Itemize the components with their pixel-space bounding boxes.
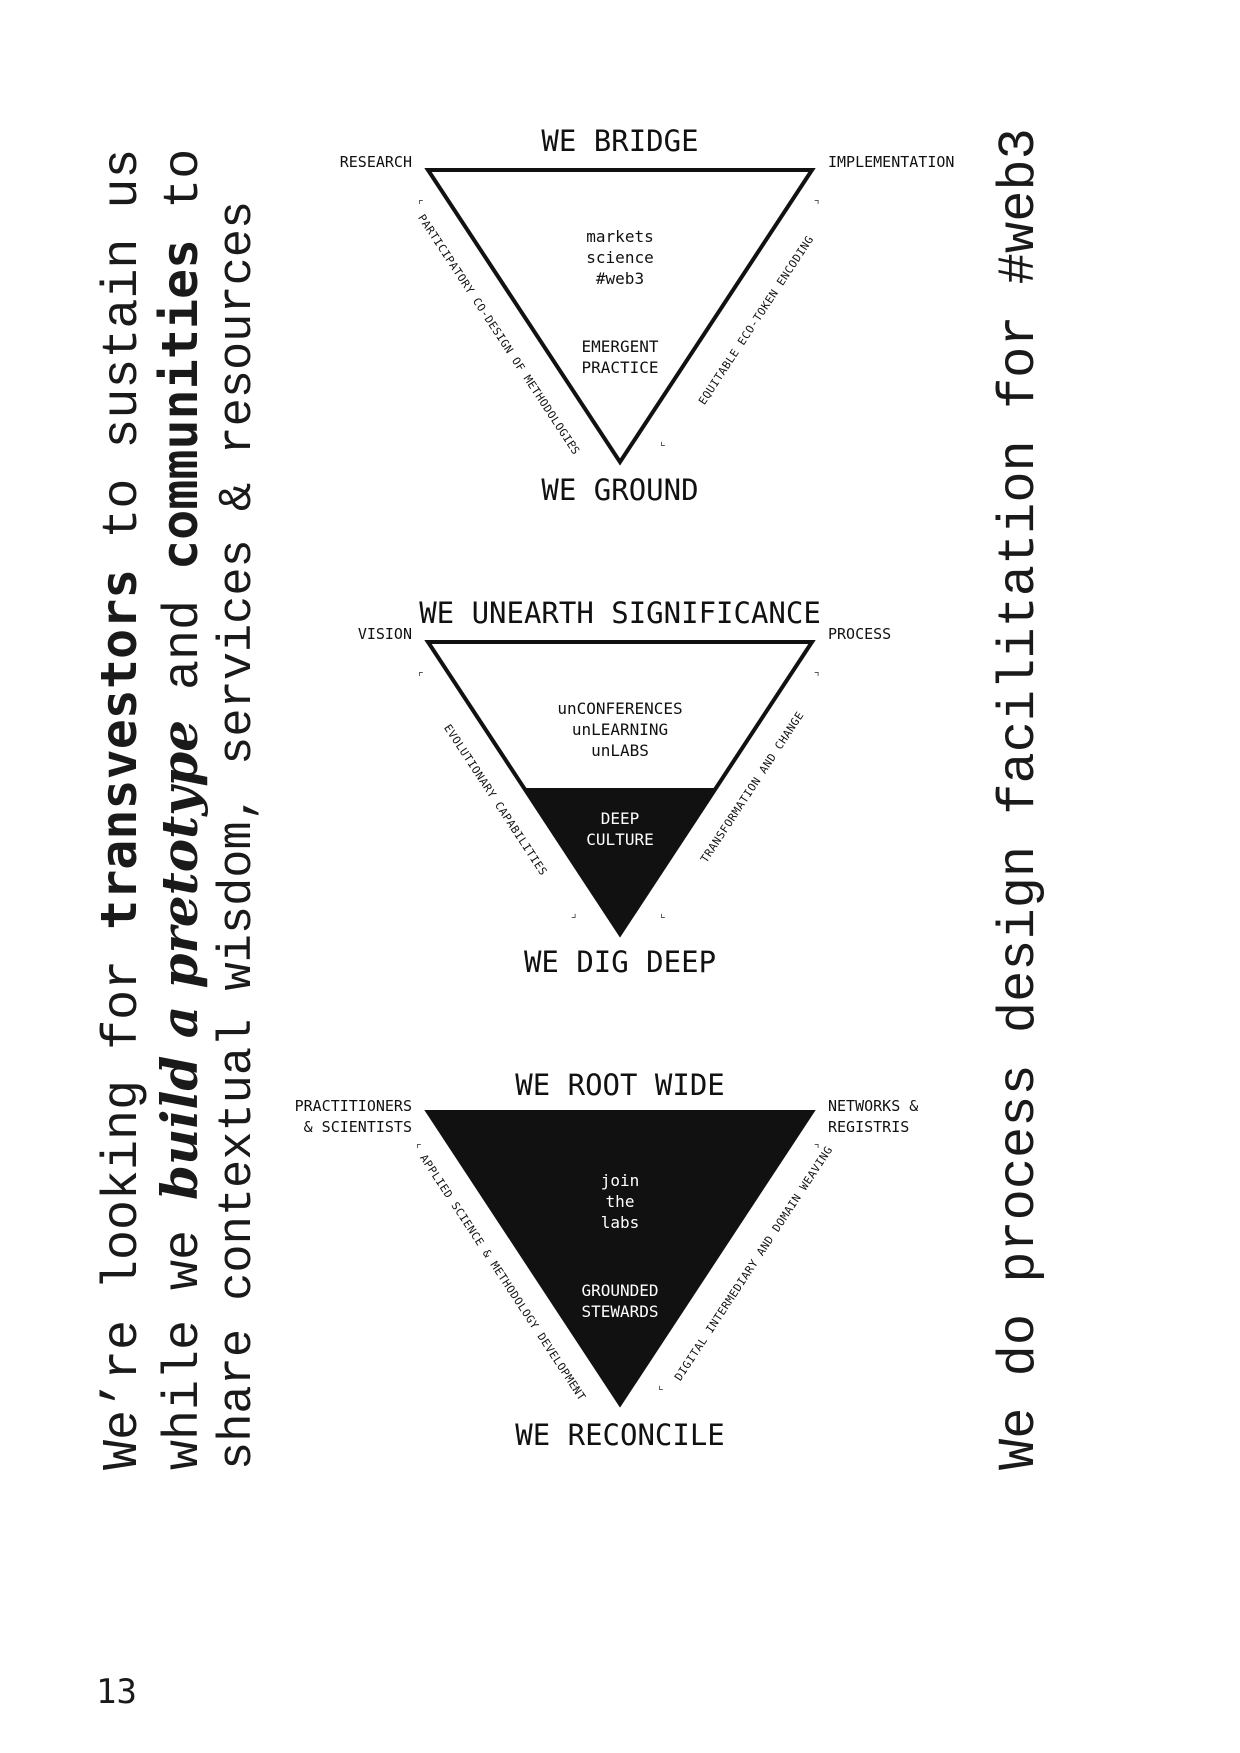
corner-right: NETWORKS & REGISTRIS xyxy=(828,1097,919,1136)
tick: ⌜ xyxy=(418,670,424,684)
diagram-root: WE ROOT WIDE WE RECONCILE PRACTITIONERS … xyxy=(295,1052,1100,1482)
left-line-2-e: to xyxy=(156,148,213,239)
corner-right: IMPLEMENTATION xyxy=(828,153,955,171)
left-line-3: share contextual wisdom, services & reso… xyxy=(212,201,265,1470)
tick: ⌟ xyxy=(571,906,577,920)
corner-left: VISION xyxy=(357,625,412,643)
left-line-2: while we build a pretotype and communiti… xyxy=(150,149,213,1470)
left-line-1-a: We’re looking for xyxy=(95,929,152,1470)
tick: ⌜ xyxy=(416,1142,422,1156)
heading-top: WE BRIDGE xyxy=(541,124,699,158)
left-line-2-c: and xyxy=(156,569,213,720)
tick: ⌞ xyxy=(660,434,666,448)
inner-bottom-text: GROUNDED STEWARDS xyxy=(581,1281,659,1321)
heading-top: WE UNEARTH SIGNIFICANCE xyxy=(419,596,821,630)
heading-bottom: WE GROUND xyxy=(541,473,699,507)
corner-left: PRACTITIONERS & SCIENTISTS xyxy=(294,1097,412,1136)
triangle-root xyxy=(424,1110,816,1408)
left-line-3-a: share contextual wisdom, services & reso… xyxy=(212,200,265,1470)
triangle-bridge xyxy=(424,168,816,466)
left-line-2-d: communities xyxy=(151,238,209,570)
heading-bottom: WE DIG DEEP xyxy=(523,945,717,979)
corner-left: RESEARCH xyxy=(339,153,412,171)
left-line-2-a: while we xyxy=(156,1199,213,1470)
tick: ⌜ xyxy=(418,198,424,212)
inner-top-text: unCONFERENCES unLEARNING unLABS xyxy=(557,699,683,760)
diagram-unearth: WE UNEARTH SIGNIFICANCE WE DIG DEEP VISI… xyxy=(300,582,1100,1002)
left-line-1-c: to sustain us xyxy=(95,148,152,569)
corner-right: PROCESS xyxy=(828,625,892,643)
triangle-unearth xyxy=(424,640,816,938)
tick: ⌝ xyxy=(814,1142,820,1156)
tick: ⌞ xyxy=(658,1378,664,1392)
left-line-1-b: transvestors xyxy=(90,568,148,930)
left-line-2-b: build a pretotype xyxy=(150,719,209,1200)
heading-bottom: WE RECONCILE xyxy=(515,1418,725,1452)
inner-top-text: markets science #web3 xyxy=(586,227,654,288)
heading-top: WE ROOT WIDE xyxy=(515,1068,725,1102)
inner-bottom-text: EMERGENT PRACTICE xyxy=(581,337,659,377)
inner-top-text: join the labs xyxy=(600,1171,640,1232)
diagram-bridge: WE BRIDGE WE GROUND RESEARCH IMPLEMENTAT… xyxy=(300,110,1100,530)
page-number: 13 xyxy=(96,1672,137,1712)
tick: ⌟ xyxy=(572,1378,578,1392)
left-line-1: We’re looking for transvestors to sustai… xyxy=(90,149,152,1470)
tick: ⌝ xyxy=(814,670,820,684)
tick: ⌝ xyxy=(814,198,820,212)
tick: ⌟ xyxy=(571,434,577,448)
tick: ⌞ xyxy=(660,906,666,920)
inner-bottom-text: DEEP CULTURE xyxy=(586,809,654,849)
